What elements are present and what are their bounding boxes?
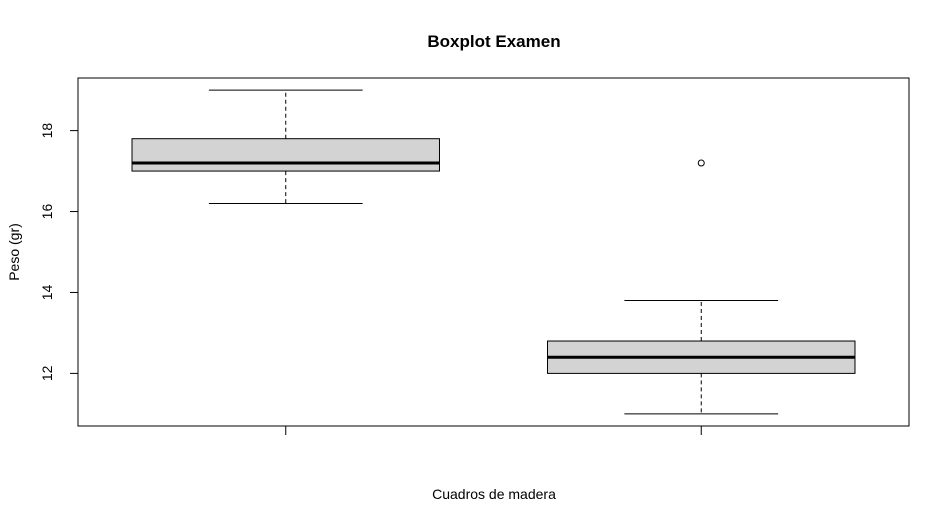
outlier-point: [697, 159, 705, 167]
y-tick-label: 12: [39, 365, 55, 381]
y-tick-label: 14: [39, 284, 55, 300]
chart-title: Boxplot Examen: [427, 32, 560, 51]
boxes: [131, 89, 856, 415]
y-axis-label: Peso (gr): [6, 223, 22, 281]
box-2: [547, 159, 856, 415]
box-body: [131, 138, 440, 172]
x-axis-label: Cuadros de madera: [432, 486, 556, 502]
y-tick-label: 16: [39, 204, 55, 220]
y-tick-label: 18: [39, 123, 55, 139]
x-axis: [285, 426, 702, 435]
y-axis: 12 14 16 18: [39, 123, 78, 381]
plot-frame: [77, 77, 910, 427]
box-1: [131, 89, 440, 204]
